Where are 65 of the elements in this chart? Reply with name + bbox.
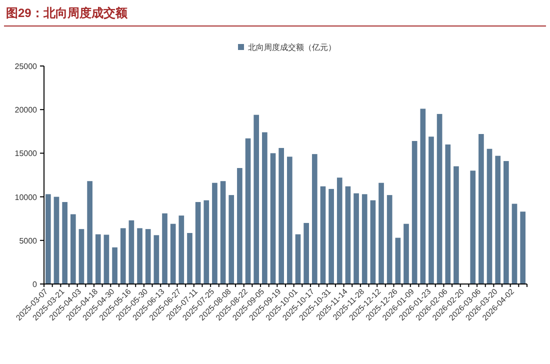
bar <box>95 234 101 284</box>
bar <box>128 220 134 284</box>
bar <box>370 200 376 284</box>
bar <box>112 247 118 284</box>
bar <box>278 148 284 284</box>
bar <box>104 234 110 284</box>
bar <box>336 178 342 284</box>
bar <box>486 148 492 284</box>
bar <box>312 154 318 284</box>
bar <box>78 229 84 284</box>
bar <box>412 140 418 284</box>
bar <box>362 194 368 284</box>
y-tick-label: 15000 <box>14 149 38 158</box>
bar <box>495 156 501 284</box>
bar <box>320 186 326 284</box>
bar <box>162 213 168 284</box>
bar <box>445 144 451 284</box>
bar <box>195 202 201 284</box>
bar <box>287 156 292 284</box>
bar <box>228 195 234 284</box>
bar <box>420 108 426 284</box>
y-tick-label: 0 <box>32 280 38 289</box>
bar <box>512 204 518 284</box>
legend-label: 北向周度成交额（亿元） <box>248 43 336 52</box>
bar <box>454 166 459 284</box>
bar <box>378 182 384 284</box>
bar <box>428 136 434 284</box>
bar <box>470 170 476 284</box>
y-tick-label: 5000 <box>19 236 38 246</box>
bar <box>237 168 242 284</box>
bar <box>270 153 276 284</box>
bar <box>245 138 251 284</box>
bar <box>187 232 192 284</box>
bar <box>70 214 76 284</box>
bar <box>62 202 68 284</box>
bar <box>295 234 301 284</box>
bar <box>262 132 268 284</box>
bar <box>354 193 359 284</box>
bar <box>178 216 184 284</box>
bar <box>504 161 509 284</box>
bar <box>87 181 92 284</box>
bar <box>137 228 142 284</box>
bar <box>478 134 484 284</box>
bar <box>304 222 309 284</box>
bar <box>204 200 210 284</box>
bar <box>254 114 260 284</box>
y-tick-label: 25000 <box>14 62 38 71</box>
bar <box>404 224 409 284</box>
bar <box>154 235 160 284</box>
bar <box>520 212 526 284</box>
bar <box>386 195 392 284</box>
bar <box>436 114 442 284</box>
bar <box>212 182 218 284</box>
bar <box>220 181 226 284</box>
y-tick-label: 10000 <box>14 192 38 202</box>
bar <box>170 224 176 284</box>
bar <box>120 228 126 284</box>
bar <box>145 229 151 284</box>
bar <box>328 188 334 284</box>
y-tick-label: 20000 <box>14 106 38 115</box>
bar <box>46 194 51 284</box>
chart-title: 图29：北向周度成交额 <box>6 6 128 20</box>
bar <box>54 196 60 284</box>
bar <box>395 238 401 284</box>
bar <box>345 186 351 284</box>
